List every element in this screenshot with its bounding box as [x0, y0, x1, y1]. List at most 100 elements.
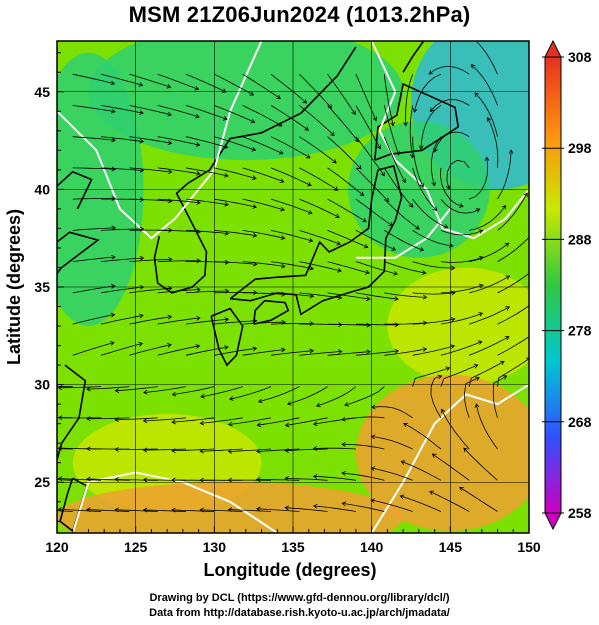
streamline-arrowhead — [109, 341, 115, 346]
streamline-239 — [475, 41, 498, 75]
streamline-arrowhead — [223, 144, 229, 149]
streamline-158 — [355, 261, 398, 275]
coast-sakhalin — [402, 41, 425, 73]
streamline-arrowhead — [394, 296, 399, 302]
streamline-5 — [72, 342, 115, 356]
streamline-arrowhead — [195, 113, 200, 119]
streamline-230 — [497, 336, 529, 356]
credit-line-data: Data from http://database.rish.kyoto-u.a… — [149, 607, 450, 619]
x-tick-label-125: 125 — [124, 539, 148, 555]
streamline-40 — [129, 198, 172, 202]
streamline-165 — [342, 503, 385, 512]
streamline-arrowhead — [478, 312, 484, 317]
streamline-104 — [242, 73, 281, 99]
streamline-arrowhead — [302, 99, 308, 104]
streamline-35 — [129, 344, 172, 356]
streamline-167 — [341, 443, 385, 450]
streamline-arrowhead — [284, 505, 289, 511]
streamline-arrowhead — [388, 222, 394, 227]
streamline-112 — [270, 292, 314, 297]
streamline-arrowhead — [228, 421, 233, 427]
streamline-232 — [497, 272, 529, 294]
streamline-221 — [446, 159, 470, 190]
streamline-55 — [157, 198, 201, 204]
streamline-arrowhead — [418, 145, 424, 150]
streamline-arrowhead — [86, 446, 91, 452]
streamline-191 — [412, 167, 437, 211]
streamline-arrowhead — [114, 477, 119, 482]
streamline-arrowhead — [252, 346, 258, 352]
streamline-0 — [57, 510, 73, 512]
x-tick-label-130: 130 — [203, 539, 227, 555]
streamline-157 — [355, 292, 399, 300]
streamline-42 — [129, 136, 172, 144]
streamline-arrowhead — [139, 313, 144, 319]
streamline-arrowhead — [450, 265, 456, 271]
streamline-161 — [355, 167, 389, 202]
streamline-81 — [214, 320, 257, 325]
streamline-arrowhead — [224, 230, 230, 236]
streamline-arrowhead — [401, 178, 406, 184]
x-axis-title: Longitude (degrees) — [203, 560, 376, 580]
streamline-88 — [214, 105, 255, 123]
streamline-arrowhead — [111, 254, 116, 260]
streamline-arrowhead — [450, 344, 456, 349]
streamline-173 — [384, 261, 426, 274]
streamline-83 — [214, 261, 257, 265]
colorbar-tick-label-278: 278 — [568, 323, 592, 339]
streamline-arrowhead — [138, 342, 144, 347]
streamline-arrowhead — [111, 225, 116, 231]
streamline-93 — [200, 417, 243, 424]
streamline-arrowhead — [252, 204, 258, 209]
streamline-arrowhead — [166, 83, 172, 89]
streamline-108 — [228, 417, 272, 425]
streamline-144 — [327, 230, 368, 248]
hot-region-southeast — [355, 374, 529, 532]
streamline-183 — [371, 406, 413, 419]
streamline-27 — [101, 136, 144, 143]
streamline-135 — [285, 507, 328, 512]
streamline-210 — [429, 491, 470, 512]
streamline-156 — [355, 323, 399, 326]
streamline-199 — [440, 364, 478, 387]
streamline-arrowhead — [337, 268, 342, 273]
streamline-arrowhead — [86, 416, 91, 422]
streamline-arrowhead — [304, 126, 310, 131]
streamline-22 — [101, 286, 144, 294]
streamline-arrowhead — [280, 235, 286, 240]
streamline-146 — [327, 167, 364, 196]
streamline-arrowhead — [477, 340, 483, 345]
streamline-177 — [383, 136, 406, 183]
streamline-arrowhead — [305, 154, 311, 159]
streamline-119 — [270, 73, 307, 104]
streamline-37 — [129, 287, 172, 294]
streamline-arrowhead — [256, 448, 261, 454]
streamline-arrowhead — [470, 35, 474, 39]
streamline-arrowhead — [433, 147, 438, 153]
streamline-172 — [384, 292, 427, 298]
streamline-arrowhead — [428, 70, 434, 75]
temperature-field — [57, 41, 529, 533]
colorbar-tick-label-288: 288 — [568, 231, 592, 247]
streamline-67 — [185, 290, 229, 294]
streamline-arrowhead — [422, 347, 428, 352]
streamline-arrowhead — [531, 269, 535, 273]
y-tick-label-45: 45 — [34, 84, 50, 100]
streamline-166 — [342, 472, 385, 481]
coast-shandong — [57, 231, 100, 275]
streamline-arrowhead — [486, 116, 492, 122]
streamline-98 — [242, 261, 285, 267]
streamline-arrowhead — [110, 312, 116, 318]
streamline-176 — [383, 167, 414, 208]
streamline-arrowhead — [114, 417, 119, 423]
streamline-arrowhead — [445, 185, 451, 190]
streamline-97 — [242, 292, 286, 295]
streamline-201 — [440, 312, 483, 325]
streamline-arrowhead — [57, 445, 63, 451]
streamline-145 — [327, 198, 367, 223]
streamline-arrowhead — [167, 140, 173, 146]
streamline-arrowhead — [251, 175, 257, 180]
streamline-arrowhead — [312, 474, 318, 479]
streamline-arrowhead — [432, 206, 438, 212]
streamline-95 — [242, 349, 285, 356]
